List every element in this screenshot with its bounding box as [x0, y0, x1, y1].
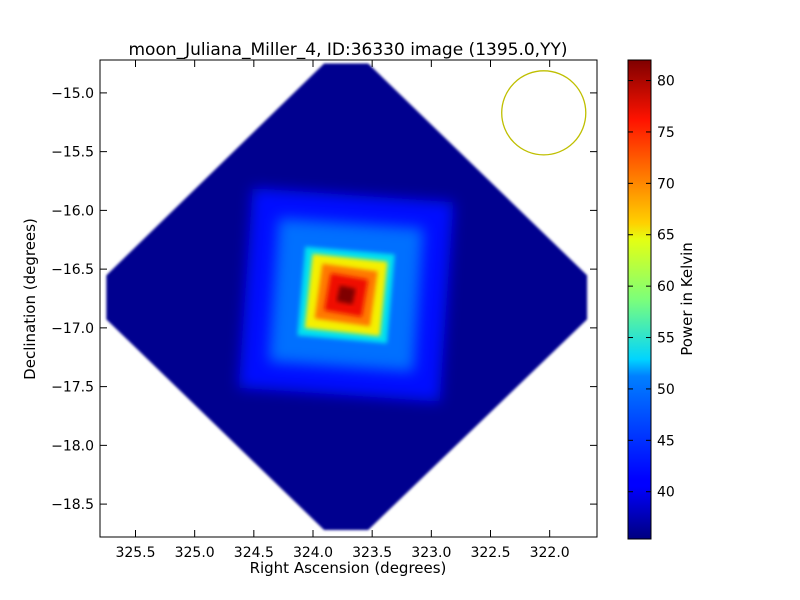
x-tick-label: 323.0: [411, 545, 451, 561]
colorbar-tick-label: 40: [657, 485, 675, 501]
colorbar-tick-label: 60: [657, 279, 675, 295]
y-tick-label: −15.0: [51, 86, 94, 102]
chart-title: moon_Juliana_Miller_4, ID:36330 image (1…: [129, 40, 568, 60]
colorbar-tick-label: 75: [657, 125, 675, 141]
colorbar-tick-label: 80: [657, 74, 675, 90]
y-tick-label: −17.0: [51, 321, 94, 337]
x-tick-label: 324.0: [293, 545, 333, 561]
beam-circle: [501, 70, 587, 156]
y-tick-label: −18.0: [51, 438, 94, 454]
x-tick-label: 322.5: [470, 545, 510, 561]
y-tick-label: −16.0: [51, 203, 94, 219]
y-axis-ticks: −15.0 −15.5 −16.0 −16.5 −17.0 −17.5 −18.0 −18.5: [51, 86, 597, 513]
heatmap-image: [106, 63, 588, 530]
y-tick-label: −17.5: [51, 380, 94, 396]
colorbar-tick-label: 45: [657, 433, 675, 449]
colorbar: 40 45 50 55 60 65 70 75 80 Power in Kelvin: [627, 59, 696, 540]
colorbar-tick-label: 70: [657, 176, 675, 192]
y-tick-label: −15.5: [51, 145, 94, 161]
y-axis-label: Declination (degrees): [21, 218, 39, 380]
colorbar-ticks: 40 45 50 55 60 65 70 75 80: [628, 74, 675, 501]
peak-core: [336, 285, 356, 305]
colorbar-gradient: [627, 59, 652, 540]
colorbar-label: Power in Kelvin: [678, 242, 696, 356]
x-tick-label: 322.0: [530, 545, 570, 561]
x-tick-label: 325.0: [175, 545, 215, 561]
axes-frame: [99, 59, 598, 538]
colorbar-tick-label: 55: [657, 331, 675, 347]
y-tick-label: −18.5: [51, 497, 94, 513]
y-tick-label: −16.5: [51, 262, 94, 278]
x-axis-ticks: 325.5 325.0 324.5 324.0 323.5 323.0 322.5 322.0: [115, 60, 570, 561]
x-tick-label: 324.5: [234, 545, 274, 561]
plot-area: [100, 60, 597, 537]
colorbar-tick-label: 65: [657, 228, 675, 244]
x-axis-label: Right Ascension (degrees): [250, 559, 447, 577]
x-tick-label: 325.5: [115, 545, 155, 561]
x-tick-label: 323.5: [352, 545, 392, 561]
colorbar-tick-label: 50: [657, 382, 675, 398]
